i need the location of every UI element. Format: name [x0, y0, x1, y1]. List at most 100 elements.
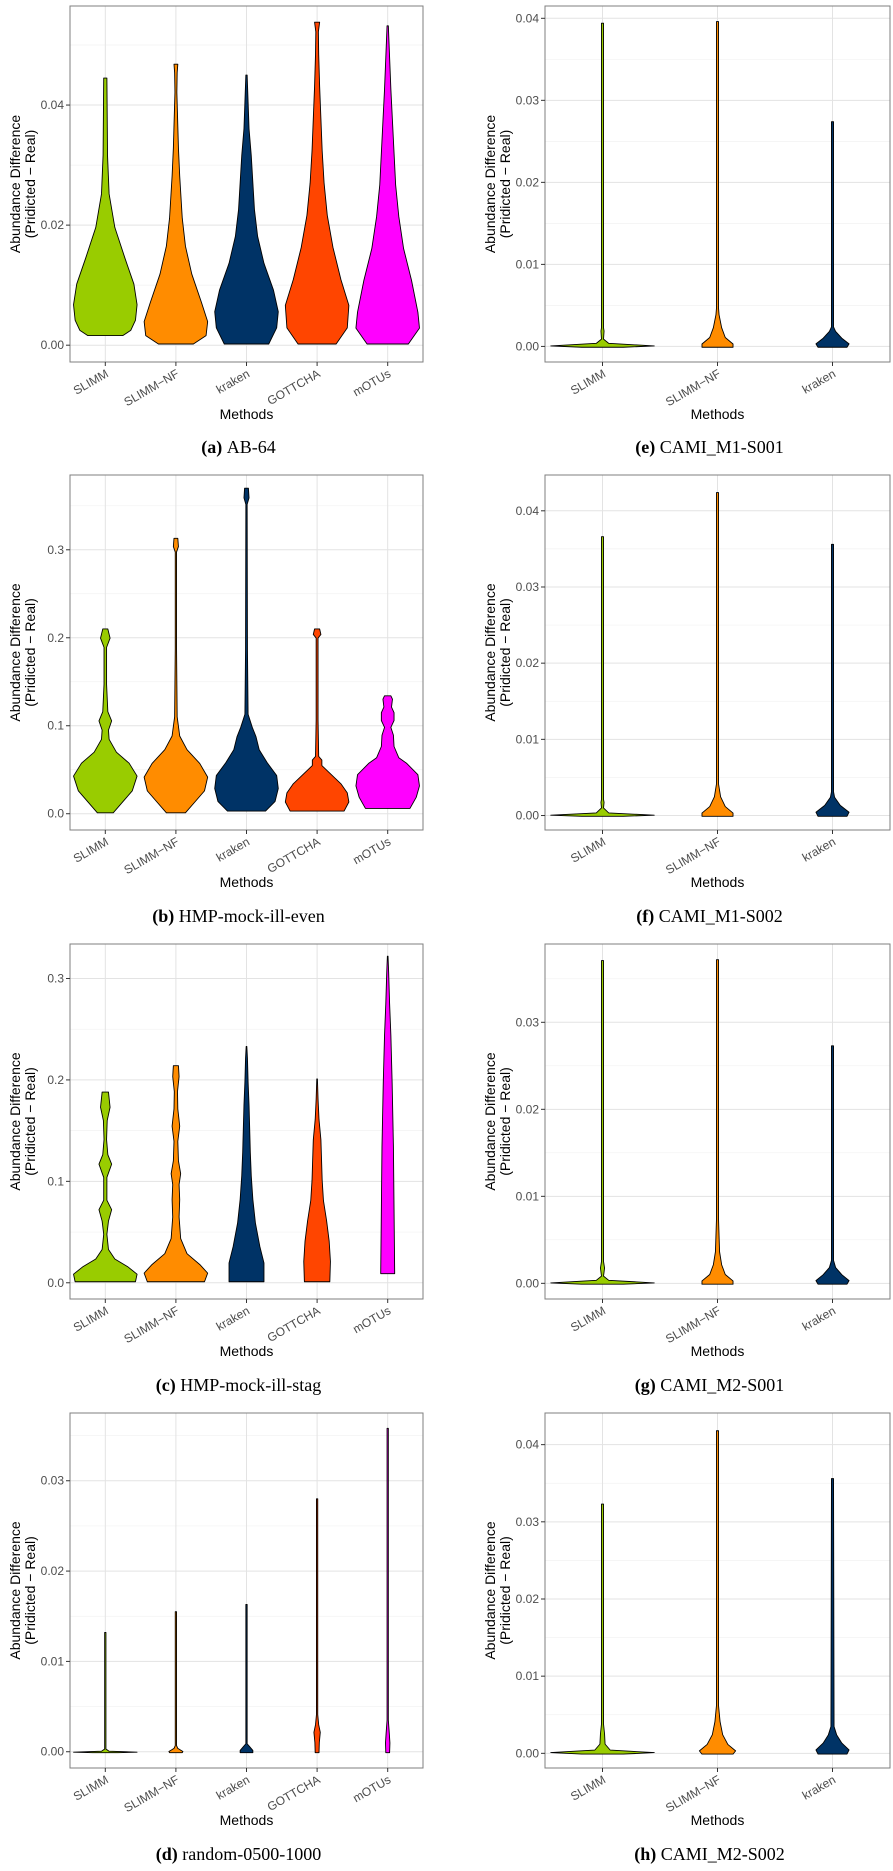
- violin-kraken: [228, 1045, 265, 1283]
- violin-gottcha: [313, 1498, 321, 1754]
- violin-slimm: [550, 22, 655, 348]
- y-axis-label: Abundance Difference(Pridicted − Real): [482, 115, 513, 253]
- violin-kraken: [815, 121, 850, 348]
- y-tick-label: 0.03: [516, 580, 540, 594]
- y-axis-label-line: (Pridicted − Real): [22, 598, 38, 707]
- violin-kraken: [815, 543, 850, 817]
- violin-slimm-nf: [143, 537, 209, 814]
- y-axis-label: Abundance Difference(Pridicted − Real): [7, 1052, 38, 1190]
- violin-kraken: [815, 1045, 850, 1285]
- caption: (e) CAMI_M1-S001: [635, 437, 784, 458]
- caption-letter: (d): [156, 1844, 183, 1865]
- x-tick-label: mOTUs: [350, 1772, 393, 1805]
- caption-text: HMP-mock-ill-stag: [180, 1375, 321, 1395]
- caption-text: CAMI_M2-S002: [661, 1844, 785, 1864]
- y-tick-label: 0.3: [47, 543, 64, 557]
- y-tick-label: 0.03: [41, 1474, 65, 1488]
- y-axis-label-line: Abundance Difference: [7, 1052, 23, 1190]
- y-axis-label: Abundance Difference(Pridicted − Real): [7, 1521, 38, 1659]
- x-tick-label: mOTUs: [350, 834, 393, 867]
- y-axis-label: Abundance Difference(Pridicted − Real): [482, 1521, 513, 1659]
- y-axis-label-line: Abundance Difference: [482, 1052, 498, 1190]
- y-tick-label: 0.01: [516, 1189, 540, 1203]
- y-tick-label: 0.02: [41, 1564, 65, 1578]
- x-tick-label: SLIMM: [568, 1303, 608, 1334]
- x-tick-label: GOTTCHA: [265, 1772, 323, 1813]
- y-tick-label: 0.01: [516, 732, 540, 746]
- y-tick-label: 0.00: [41, 338, 65, 352]
- x-tick-label: mOTUs: [350, 1303, 393, 1336]
- x-tick-label: SLIMM−NF: [122, 834, 182, 877]
- x-tick-label: SLIMM: [71, 1772, 111, 1803]
- x-tick-label: SLIMM−NF: [122, 366, 182, 409]
- x-tick-label: kraken: [214, 1303, 252, 1333]
- caption-letter: (c): [156, 1375, 180, 1396]
- violin-slimm: [73, 1632, 138, 1754]
- x-tick-label: SLIMM: [71, 834, 111, 865]
- caption-text: random-0500-1000: [182, 1844, 321, 1864]
- y-axis-label: Abundance Difference(Pridicted − Real): [7, 115, 38, 253]
- y-axis-label-line: (Pridicted − Real): [497, 130, 513, 239]
- x-axis-label: Methods: [691, 1343, 745, 1359]
- x-tick-label: SLIMM−NF: [663, 834, 723, 877]
- x-tick-label: kraken: [800, 1772, 838, 1802]
- y-tick-label: 0.04: [516, 504, 540, 518]
- y-tick-label: 0.04: [41, 98, 65, 112]
- caption: (c) HMP-mock-ill-stag: [156, 1375, 321, 1396]
- caption-text: CAMI_M1-S001: [660, 437, 784, 457]
- violin-slimm-nf: [143, 1065, 209, 1283]
- y-tick-label: 0.02: [516, 175, 540, 189]
- violin-gottcha: [284, 628, 350, 812]
- caption: (b) HMP-mock-ill-even: [152, 906, 324, 927]
- y-tick-label: 0.1: [47, 719, 64, 733]
- panel-g: 0.00 0.01 0.02 0.03 SLIMM SLIMM−NF kraken Abund…: [482, 943, 891, 1396]
- y-tick-label: 0.02: [516, 1102, 540, 1116]
- violin-gottcha: [303, 1078, 331, 1283]
- y-tick-label: 0.01: [516, 1669, 540, 1683]
- y-axis-label-line: Abundance Difference: [7, 583, 23, 721]
- caption: (d) random-0500-1000: [156, 1844, 321, 1865]
- x-tick-label: SLIMM−NF: [663, 366, 723, 409]
- y-tick-label: 0.00: [41, 1745, 65, 1759]
- x-tick-label: SLIMM: [71, 366, 111, 397]
- y-tick-label: 0.00: [516, 1746, 540, 1760]
- y-tick-label: 0.02: [516, 656, 540, 670]
- x-axis-label: Methods: [220, 1812, 274, 1828]
- x-axis-label: Methods: [220, 874, 274, 890]
- y-axis-label-line: Abundance Difference: [482, 583, 498, 721]
- y-tick-label: 0.02: [516, 1592, 540, 1606]
- violin-motus: [355, 695, 420, 809]
- y-tick-label: 0.00: [516, 339, 540, 353]
- x-tick-label: SLIMM−NF: [122, 1303, 182, 1346]
- x-tick-label: kraken: [214, 834, 252, 864]
- caption-letter: (g): [635, 1375, 661, 1396]
- y-axis-label-line: Abundance Difference: [7, 115, 23, 253]
- y-tick-label: 0.2: [47, 631, 64, 645]
- caption: (h) CAMI_M2-S002: [634, 1844, 785, 1865]
- x-tick-label: mOTUs: [350, 366, 393, 399]
- y-tick-label: 0.02: [41, 218, 65, 232]
- caption-letter: (a): [201, 437, 227, 458]
- y-tick-label: 0.0: [47, 1276, 64, 1290]
- caption-text: CAMI_M1-S002: [659, 906, 783, 926]
- x-tick-label: SLIMM−NF: [663, 1303, 723, 1346]
- y-tick-label: 0.3: [47, 971, 64, 985]
- y-tick-label: 0.00: [516, 1276, 540, 1290]
- caption: (f) CAMI_M1-S002: [636, 906, 783, 927]
- panel-c: 0.0 0.1 0.2 0.3 SLIMM SLIMM−NF kraken GOTTCHA mO…: [7, 943, 424, 1396]
- y-axis-label: Abundance Difference(Pridicted − Real): [482, 1052, 513, 1190]
- x-tick-label: kraken: [214, 366, 252, 396]
- violin-slimm: [73, 628, 138, 814]
- y-tick-label: 0.03: [516, 1515, 540, 1529]
- x-tick-label: kraken: [800, 1303, 838, 1333]
- y-tick-label: 0.03: [516, 1015, 540, 1029]
- x-tick-label: kraken: [800, 366, 838, 396]
- y-tick-label: 0.2: [47, 1073, 64, 1087]
- violin-kraken: [214, 74, 279, 345]
- x-tick-label: SLIMM: [568, 366, 608, 397]
- x-tick-label: kraken: [800, 834, 838, 864]
- panel-d: 0.00 0.01 0.02 0.03 SLIMM SLIMM−NF kraken GOTTC…: [7, 1412, 424, 1865]
- x-tick-label: SLIMM−NF: [663, 1772, 723, 1815]
- violin-slimm-nf: [698, 1430, 737, 1755]
- y-axis-label-line: (Pridicted − Real): [497, 1067, 513, 1176]
